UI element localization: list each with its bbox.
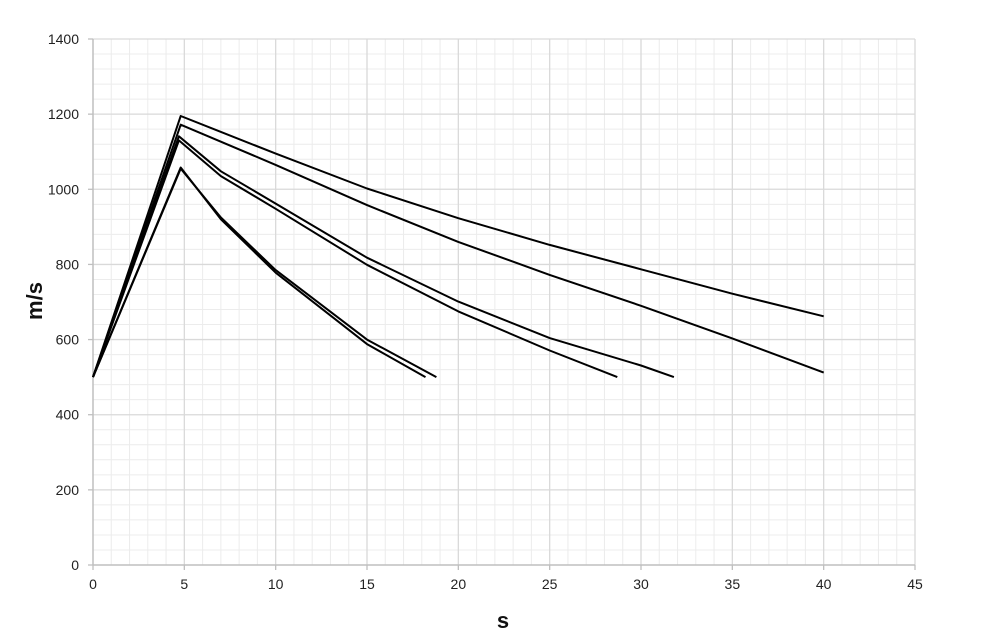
series-line-6 <box>92 166 426 378</box>
y-tick-label: 800 <box>56 256 80 272</box>
y-tick-label: 1400 <box>48 31 79 47</box>
y-tick-label: 400 <box>56 407 80 423</box>
x-tick-label: 5 <box>180 576 188 592</box>
x-tick-label: 15 <box>359 576 375 592</box>
x-tick-label: 0 <box>89 576 97 592</box>
y-axis-title: m/s <box>22 282 47 320</box>
x-tick-label: 40 <box>816 576 832 592</box>
x-tick-labels: 0 5 10 15 20 25 30 35 40 45 <box>89 576 923 592</box>
x-tick-label: 20 <box>451 576 467 592</box>
x-tick-label: 45 <box>907 576 923 592</box>
x-tick-label: 10 <box>268 576 284 592</box>
y-tick-label: 600 <box>56 332 80 348</box>
y-tick-labels: 0 200 400 600 800 1000 1200 1400 <box>48 31 79 573</box>
x-axis-title: s <box>497 608 509 633</box>
y-tick-label: 200 <box>56 482 80 498</box>
x-tick-label: 30 <box>633 576 649 592</box>
y-tick-label: 1000 <box>48 181 79 197</box>
series-line-4 <box>92 139 618 379</box>
series-lines <box>92 115 825 379</box>
x-tick-label: 25 <box>542 576 558 592</box>
series-line-3 <box>92 135 675 379</box>
y-tick-label: 0 <box>71 557 79 573</box>
y-tick-label: 1200 <box>48 106 79 122</box>
grid <box>93 38 916 565</box>
x-tick-label: 35 <box>725 576 741 592</box>
axes <box>88 38 916 570</box>
series-line-2 <box>92 123 825 378</box>
series-line-1 <box>92 115 824 378</box>
